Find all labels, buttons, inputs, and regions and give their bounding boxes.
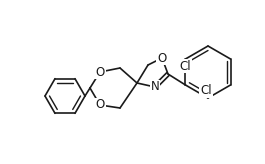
Text: O: O <box>157 51 167 64</box>
Text: Cl: Cl <box>200 84 212 98</box>
Text: O: O <box>95 99 105 112</box>
Text: Cl: Cl <box>180 60 191 72</box>
Text: O: O <box>95 65 105 79</box>
Text: N: N <box>151 81 159 93</box>
